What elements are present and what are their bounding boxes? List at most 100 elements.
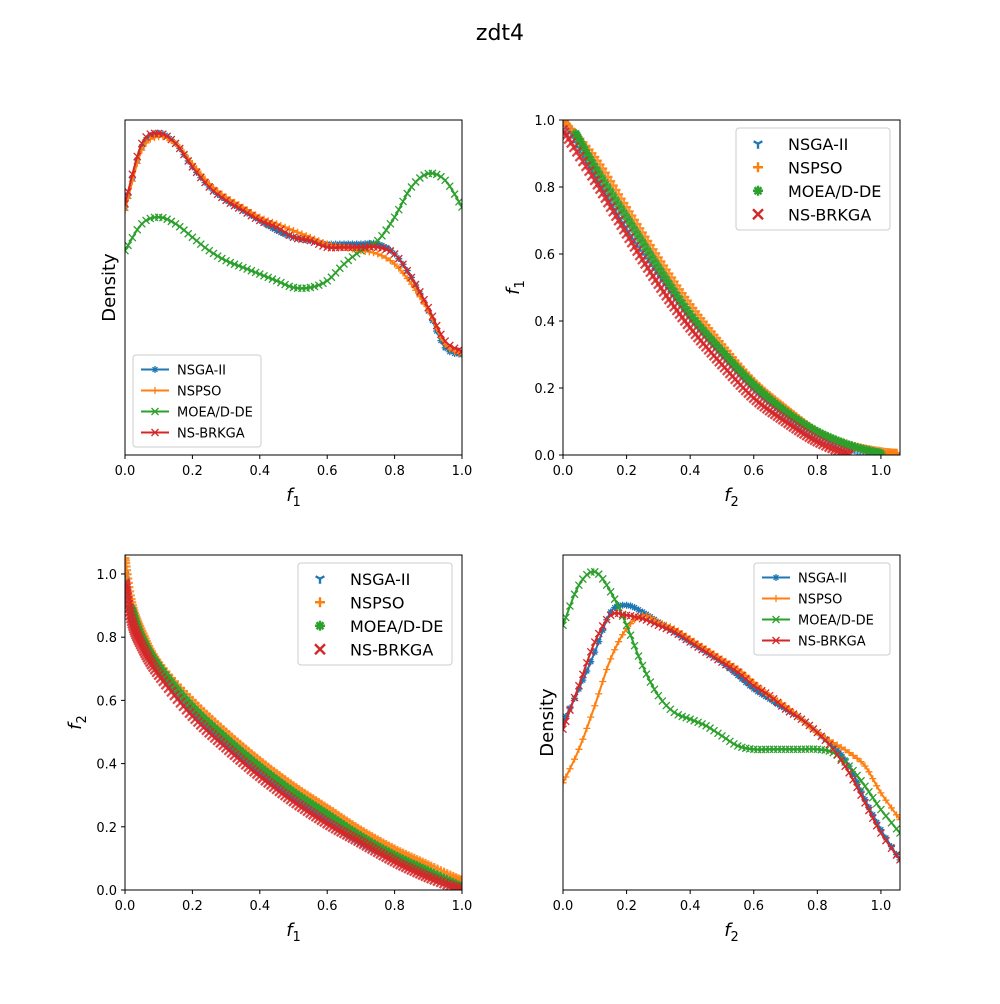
- plot-area: [125, 555, 462, 890]
- data-point: [876, 448, 886, 455]
- legend-marker: [772, 574, 780, 581]
- legend-label: MOEA/D-DE: [798, 614, 874, 629]
- legend-entry: NSGA-II: [315, 570, 410, 589]
- legend-marker: [753, 185, 763, 196]
- legend-box: [735, 127, 891, 231]
- data-point: [417, 869, 428, 881]
- subplot-scatter-f2-f1: 0.0 0.2 0.4 0.6 0.8 1.0 0.0 0.2 0.4 0.6 0.8 1.0 f2 f1…: [503, 114, 901, 510]
- legend-entry: NSGA-II: [141, 364, 226, 379]
- data-point: [677, 298, 687, 308]
- data-point: [125, 555, 130, 563]
- legend-label: NSGA-II: [788, 135, 848, 154]
- x-tick-label: 0.8: [807, 899, 828, 914]
- legend-entry: NS-BRKGA: [314, 640, 433, 659]
- legend: NSGA-II NSPSO MOEA/D-DE NS-BRKGA: [132, 354, 262, 448]
- x-tick-label: 0.4: [680, 464, 701, 479]
- x-tick-label: 0.8: [384, 464, 405, 479]
- x-tick-label: 0.6: [317, 464, 338, 479]
- y-tick-label: 0.4: [96, 758, 117, 773]
- x-tick-label: 0.0: [115, 464, 136, 479]
- data-point: [456, 884, 462, 890]
- data-point: [179, 692, 189, 702]
- legend-label: NS-BRKGA: [798, 635, 866, 650]
- legend-entry: NS-BRKGA: [141, 427, 245, 442]
- legend-label: NSPSO: [350, 593, 405, 612]
- legend-marker: [772, 615, 780, 624]
- legend: NSGA-II NSPSO MOEA/D-DE NS-BRKGA: [297, 562, 453, 666]
- y-tick-label: 0.8: [534, 181, 555, 196]
- data-point: [669, 287, 679, 297]
- data-point: [420, 870, 431, 882]
- y-tick-label: 0.8: [96, 631, 117, 646]
- data-point: [164, 674, 174, 684]
- data-point: [817, 439, 829, 450]
- y-tick-label: 1.0: [96, 568, 117, 583]
- data-point: [425, 873, 437, 884]
- series-markers: [563, 609, 900, 864]
- y-axis-label: Density: [537, 688, 558, 757]
- y-tick-label: 0.6: [534, 248, 555, 263]
- legend-marker: [753, 140, 763, 149]
- data-point: [624, 216, 634, 226]
- axes-frame: [562, 119, 901, 456]
- data-point: [613, 199, 623, 209]
- data-point: [653, 262, 663, 272]
- data-point: [441, 879, 453, 890]
- series-NS-BRKGA: [563, 124, 855, 455]
- legend-marker: [314, 643, 326, 656]
- series-MOEA/D-DE: [125, 169, 462, 293]
- y-axis-label: f2: [65, 715, 90, 730]
- data-point: [167, 677, 177, 687]
- series-markers: [563, 611, 900, 824]
- legend-entry: NSPSO: [762, 593, 842, 608]
- legend-entry: MOEA/D-DE: [753, 182, 881, 201]
- subplot-scatter-f1-f2: 0.0 0.2 0.4 0.6 0.8 1.0 0.0 0.2 0.4 0.6 0.8 1.0 f1 f2…: [65, 554, 472, 945]
- y-tick-label: 0.0: [534, 449, 555, 464]
- data-point: [829, 444, 841, 455]
- axes-frame: [562, 554, 901, 891]
- data-point: [445, 880, 456, 890]
- data-point: [619, 208, 629, 218]
- data-point: [577, 156, 589, 167]
- legend-label: NSGA-II: [177, 364, 226, 379]
- data-point: [648, 254, 658, 264]
- x-tick-label: 0.4: [249, 899, 270, 914]
- data-point: [602, 182, 612, 192]
- x-tick-label: 0.0: [115, 899, 136, 914]
- legend-box: [132, 354, 262, 448]
- data-point: [643, 246, 653, 256]
- data-point: [414, 868, 426, 879]
- legend-label: MOEA/D-DE: [350, 617, 443, 636]
- data-point: [843, 449, 855, 455]
- data-point: [672, 291, 682, 301]
- legend-marker: [772, 636, 780, 645]
- x-tick-label: 0.8: [384, 899, 405, 914]
- series-line: [125, 132, 462, 353]
- y-tick-label: 0.2: [96, 821, 117, 836]
- y-tick-label: 0.4: [534, 315, 555, 330]
- data-point: [583, 165, 595, 177]
- legend: NSGA-II NSPSO MOEA/D-DE NS-BRKGA: [735, 127, 891, 231]
- x-tick-label: 1.0: [452, 899, 473, 914]
- data-point: [426, 867, 436, 877]
- x-tick-label: 0.6: [317, 899, 338, 914]
- data-point: [571, 146, 583, 158]
- data-point: [429, 869, 439, 879]
- legend-marker: [151, 428, 159, 437]
- legend-entry: MOEA/D-DE: [141, 406, 253, 421]
- plot-area: [563, 120, 900, 455]
- legend-marker: [772, 595, 780, 602]
- data-point: [594, 169, 604, 179]
- series-markers: [125, 129, 462, 358]
- legend-entry: NSPSO: [753, 158, 843, 177]
- series-markers: [125, 133, 462, 358]
- legend-label: NSPSO: [788, 158, 843, 177]
- data-point: [656, 266, 666, 276]
- subplot-density-f2: 0.0 0.2 0.4 0.6 0.8 1.0 f2 Density NSGA-II NSPSO M…: [537, 554, 901, 945]
- data-point: [622, 212, 632, 222]
- series-line: [125, 135, 462, 356]
- legend-label: NS-BRKGA: [177, 427, 245, 442]
- legend-entry: MOEA/D-DE: [762, 614, 874, 629]
- x-tick-label: 0.2: [182, 899, 203, 914]
